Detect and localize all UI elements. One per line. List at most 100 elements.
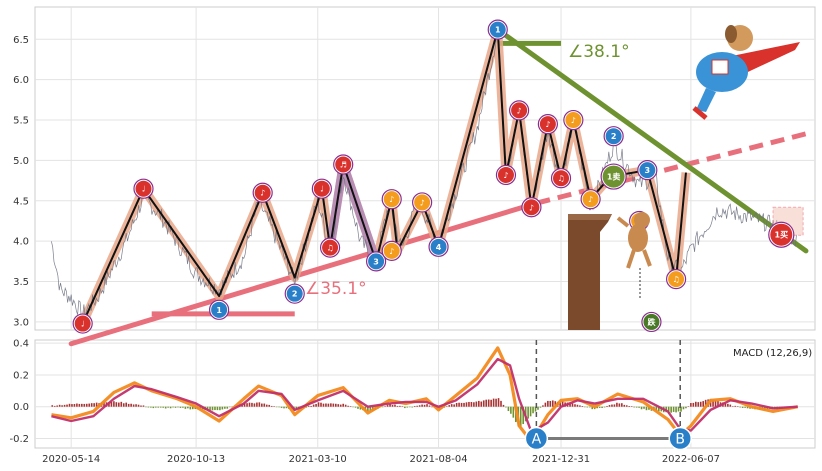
signal-marker-label: ♬ <box>340 160 347 169</box>
signal-marker-dot <box>368 253 385 270</box>
macd-histogram-bar <box>645 406 648 411</box>
support-trendline-projection <box>535 131 807 206</box>
signal-marker-label: ♪ <box>503 171 508 180</box>
macd-histogram-bar <box>606 405 608 407</box>
macd-histogram-bar <box>625 405 628 407</box>
signal-marker: ♪ <box>563 109 584 131</box>
macd-histogram-bar <box>327 403 330 407</box>
macd-histogram-bar <box>561 401 564 407</box>
signal-marker-dot <box>605 128 622 145</box>
signal-marker-dot <box>602 165 625 188</box>
signal-marker: 2 <box>284 283 305 304</box>
signal-marker: 1 <box>209 299 230 320</box>
macd-histogram-bar <box>591 406 594 410</box>
macd-histogram-bar <box>177 406 179 408</box>
macd-histogram-bar <box>687 406 690 407</box>
macd-histogram-bar <box>137 404 140 407</box>
macd-histogram-bar <box>211 406 214 411</box>
macd-histogram-bar <box>344 404 347 407</box>
macd-histogram-bar <box>155 406 157 408</box>
macd-histogram-bar <box>487 399 490 407</box>
macd-histogram-bar <box>209 406 211 411</box>
macd-histogram-bar <box>731 406 734 407</box>
macd-histogram-bar <box>248 402 251 407</box>
x-tick-label: 2021-12-31 <box>532 454 590 465</box>
macd-histogram-bar <box>712 399 714 407</box>
macd-histogram-bar <box>695 401 697 407</box>
macd-histogram-bar <box>613 404 616 407</box>
signal-marker: ♪ <box>580 189 601 210</box>
signal-marker-label: ♩ <box>81 320 85 329</box>
macd-histogram-bar <box>465 402 468 407</box>
macd-histogram-bar <box>258 402 261 407</box>
macd-histogram-bar <box>500 400 502 407</box>
macd-histogram-bar <box>490 399 492 407</box>
macd-histogram-bar <box>529 406 532 417</box>
signal-marker-dot <box>211 301 228 318</box>
macd-histogram-bar <box>265 404 268 407</box>
macd-histogram-bar <box>729 404 732 407</box>
macd-histogram-bar <box>115 402 118 407</box>
macd-histogram-bar <box>394 404 396 407</box>
macd-histogram-bar <box>559 401 561 407</box>
macd-histogram-bar <box>342 403 344 407</box>
hero-boot <box>692 106 708 120</box>
macd-histogram-bar <box>544 402 547 407</box>
macd-histogram-bar <box>485 399 488 407</box>
macd-histogram-bar <box>256 402 258 407</box>
macd-histogram-bar <box>337 404 340 407</box>
macd-histogram-bar <box>519 406 522 428</box>
macd-histogram-bar <box>399 405 401 407</box>
price-y-tick-label: 3.5 <box>13 277 29 288</box>
macd-histogram-bar <box>127 403 130 407</box>
signal-marker-label: ♪ <box>420 198 425 207</box>
macd-histogram-bar <box>384 406 386 407</box>
signal-marker-label: ♩ <box>320 185 324 194</box>
signal-marker-dot <box>553 170 570 187</box>
macd-histogram-bar <box>174 406 177 408</box>
macd-histogram-bar <box>179 406 182 408</box>
macd-histogram-bar <box>741 406 744 408</box>
macd-histogram-bar <box>588 406 591 408</box>
macd-histogram-bar <box>502 404 505 407</box>
signal-marker: ♪ <box>509 100 530 121</box>
resistance-trendline <box>495 27 809 254</box>
signal-marker: ♪ <box>495 164 517 186</box>
price-y-tick-label: 4.0 <box>13 237 29 248</box>
macd-histogram-bar <box>569 403 571 407</box>
macd-marker-dot <box>668 426 692 451</box>
signal-marker: ♪ <box>412 192 433 213</box>
macd-histogram-bar <box>616 402 618 407</box>
signal-marker: ♩ <box>72 313 93 334</box>
macd-histogram-bar <box>492 398 495 407</box>
signal-marker-label: ♫ <box>557 174 564 183</box>
signal-marker-label: 1 <box>216 306 222 315</box>
dog-arm <box>616 216 630 228</box>
macd-histogram-bar <box>339 404 342 407</box>
macd-histogram-bar <box>113 401 115 407</box>
signal-marker-dot <box>643 313 660 330</box>
macd-histogram-bar <box>685 406 687 409</box>
macd-histogram-bar <box>167 406 169 408</box>
macd-histogram-bar <box>88 403 91 407</box>
dog-head <box>634 212 650 228</box>
macd-histogram-bar <box>81 403 83 407</box>
macd-histogram-bar <box>172 406 174 408</box>
macd-histogram-bar <box>312 404 315 407</box>
signal-marker-dot <box>322 239 339 256</box>
macd-histogram-bar <box>579 405 581 407</box>
macd-histogram-bar <box>655 406 658 412</box>
signal-marker: ♪ <box>521 197 542 218</box>
macd-histogram-bar <box>243 402 246 407</box>
macd-histogram-bar <box>219 406 221 411</box>
hero-leg <box>696 88 716 112</box>
macd-histogram-bar <box>408 406 411 408</box>
macd-histogram-bar <box>717 400 719 407</box>
signal-marker-dot <box>668 271 685 288</box>
macd-histogram-bar <box>214 406 216 411</box>
macd-histogram-bar <box>640 406 643 410</box>
macd-histogram-bar <box>658 406 660 412</box>
signal-marker-dot <box>313 180 330 197</box>
macd-panel <box>34 339 816 449</box>
